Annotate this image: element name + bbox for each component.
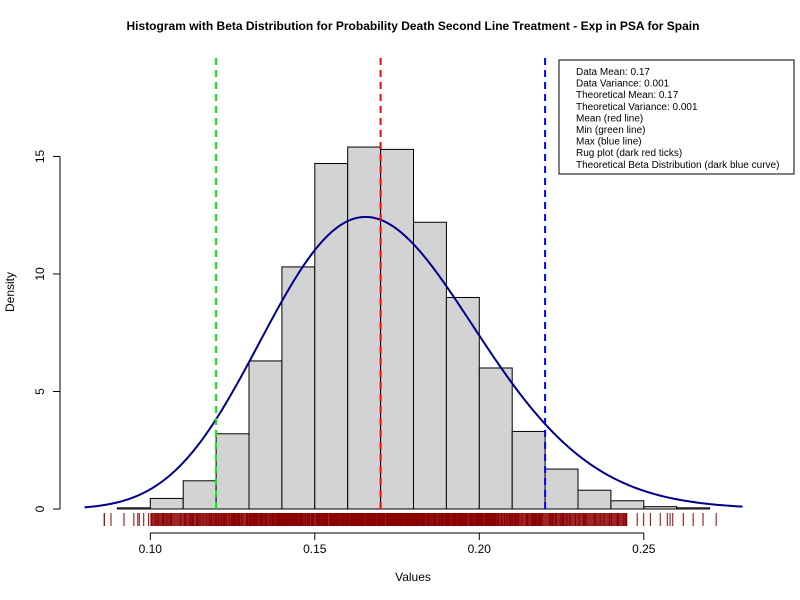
histogram-bar-13 [544,468,579,510]
histogram-bar-9 [413,221,447,510]
histogram-bar-2 [182,480,217,510]
histogram-bar-5 [281,266,316,510]
histogram-bar-12 [511,430,546,510]
histogram-bar-6 [314,163,349,510]
x-axis-label: Values [395,570,431,584]
rug-plot [103,513,717,526]
y-tick-label: 15 [33,149,47,163]
x-tick-label: 0.20 [468,542,492,556]
histogram-bar-3 [215,433,250,510]
histogram-bars [116,146,711,510]
histogram-bar-1 [149,497,184,510]
histogram-bar-15 [610,500,645,510]
legend-entry: Mean (red line) [576,113,643,124]
histogram-bar-0 [116,507,151,510]
legend-entry: Min (green line) [576,125,645,136]
chart-title: Histogram with Beta Distribution for Pro… [127,19,700,33]
legend-entry: Theoretical Mean: 0.17 [576,90,679,101]
histogram-bar-8 [380,148,415,510]
histogram-bar-16 [643,506,678,510]
legend-entry: Data Variance: 0.001 [576,79,670,90]
x-axis: 0.10 0.15 0.20 0.25 [139,532,656,556]
reference-lines [215,58,547,509]
y-tick-label: 10 [33,267,47,281]
x-tick-label: 0.25 [632,542,656,556]
y-tick-label: 0 [33,505,47,512]
histogram-bar-17 [676,507,711,510]
y-tick-label: 5 [33,388,47,395]
beta-curve-layer [84,215,743,509]
beta-distribution-curve [84,215,743,509]
legend-entry: Theoretical Variance: 0.001 [576,102,698,113]
legend-entry: Theoretical Beta Distribution (dark blue… [576,160,779,171]
histogram-bar-10 [445,296,480,510]
x-tick-label: 0.10 [139,542,163,556]
legend-entry: Max (blue line) [576,137,642,148]
x-tick-label: 0.15 [303,542,327,556]
y-axis: 0 5 10 15 [33,149,61,512]
histogram-bar-11 [478,367,513,510]
y-axis-label: Density [3,272,17,312]
histogram-bar-14 [577,489,612,510]
legend-box [558,59,795,175]
legend-entry: Data Mean: 0.17 [576,67,650,78]
legend-entry: Rug plot (dark red ticks) [576,148,682,159]
histogram-bar-4 [248,360,283,510]
histogram-bar-7 [347,146,382,510]
